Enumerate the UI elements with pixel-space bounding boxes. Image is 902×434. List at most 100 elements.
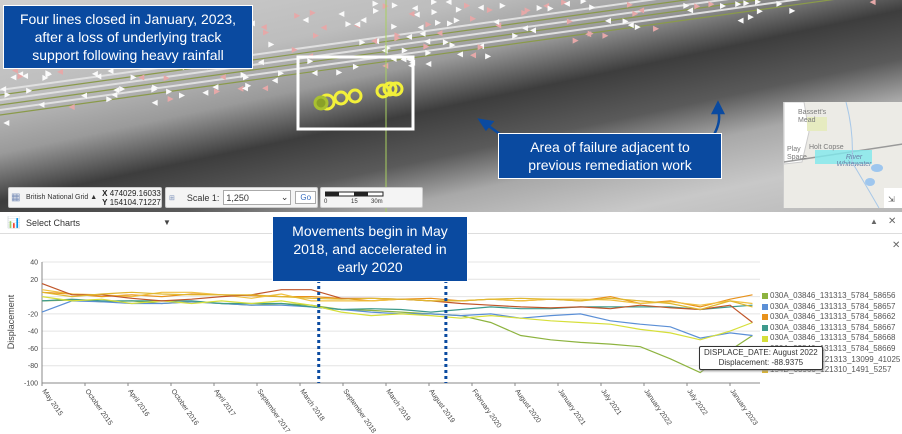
insar-point-marker[interactable] [687,7,694,14]
go-button[interactable]: Go [295,191,317,204]
selected-point[interactable] [347,88,363,104]
insar-point-marker[interactable] [91,70,98,77]
insar-point-marker[interactable] [106,96,113,103]
insar-point-marker[interactable] [352,63,359,70]
legend-item[interactable]: 030A_03846_131313_5784_58657 [762,302,900,313]
insar-point-marker[interactable] [212,84,219,91]
insar-point-marker[interactable] [22,73,29,80]
insar-point-marker[interactable] [302,16,309,23]
insar-point-marker[interactable] [406,33,413,40]
insar-point-marker[interactable] [632,10,639,17]
insar-point-marker[interactable] [45,70,52,77]
insar-point-marker[interactable] [602,32,609,39]
insar-point-marker[interactable] [653,25,660,32]
insar-point-marker[interactable] [411,5,418,12]
legend-item[interactable]: 030A_03846_131313_5784_58667 [762,323,900,334]
insar-point-marker[interactable] [425,49,432,56]
insar-point-marker[interactable] [163,75,170,82]
select-charts-dropdown[interactable]: Select Charts [26,218,81,228]
insar-point-marker[interactable] [237,85,244,92]
insar-point-marker[interactable] [320,24,327,31]
insar-point-marker[interactable] [638,7,645,14]
insar-point-marker[interactable] [589,4,596,11]
insar-point-marker[interactable] [360,17,367,24]
dropdown-arrow-icon[interactable]: ▼ [163,218,171,227]
insar-point-marker[interactable] [214,88,221,95]
insar-point-marker[interactable] [38,101,45,108]
insar-point-marker[interactable] [585,31,592,38]
close-icon[interactable]: ✕ [888,216,897,227]
insar-point-marker[interactable] [529,27,536,34]
insar-point-marker[interactable] [464,2,471,9]
insar-point-marker[interactable] [604,17,611,24]
insar-point-marker[interactable] [336,69,343,76]
insar-point-marker[interactable] [130,74,137,81]
insar-point-marker[interactable] [42,74,49,81]
insar-point-marker[interactable] [453,17,460,24]
insar-point-marker[interactable] [446,20,453,27]
projection-select[interactable]: British National Grid ▲ [26,194,98,201]
insar-point-marker[interactable] [547,5,554,12]
insar-point-marker[interactable] [566,18,573,25]
insar-point-marker[interactable] [57,68,64,75]
insar-point-marker[interactable] [543,2,550,9]
insar-point-marker[interactable] [737,17,744,24]
insar-point-marker[interactable] [262,85,269,92]
insar-point-marker[interactable] [294,12,301,19]
insar-point-marker[interactable] [394,35,401,42]
insar-point-marker[interactable] [431,0,438,5]
insar-point-marker[interactable] [111,91,118,98]
insar-point-marker[interactable] [202,89,209,96]
insar-point-marker[interactable] [735,1,742,8]
insar-point-marker[interactable] [442,39,449,46]
insar-point-marker[interactable] [359,39,366,46]
close-chart-icon[interactable]: ✕ [892,240,901,251]
insar-point-marker[interactable] [345,21,352,28]
insar-point-marker[interactable] [455,6,462,13]
insar-point-marker[interactable] [493,19,500,26]
insar-point-marker[interactable] [580,0,587,5]
insar-point-marker[interactable] [683,2,690,9]
insar-point-marker[interactable] [151,99,158,106]
insar-point-marker[interactable] [167,95,174,102]
insar-point-marker[interactable] [789,7,796,14]
insar-point-marker[interactable] [743,0,750,7]
insar-point-marker[interactable] [469,52,476,59]
insar-point-marker[interactable] [423,43,430,50]
insar-point-marker[interactable] [512,32,519,39]
insar-point-marker[interactable] [381,47,388,54]
insar-point-marker[interactable] [372,7,379,14]
insar-point-marker[interactable] [3,120,10,127]
insar-point-marker[interactable] [4,91,11,98]
insar-point-marker[interactable] [521,9,528,16]
selected-point[interactable] [313,95,329,111]
insar-point-marker[interactable] [271,77,278,84]
selected-point[interactable] [382,81,398,97]
insar-point-marker[interactable] [260,24,267,31]
legend-item[interactable]: 030A_03846_131313_5784_58656 [762,291,900,302]
insar-point-marker[interactable] [536,4,543,11]
insar-point-marker[interactable] [0,86,7,93]
insar-point-marker[interactable] [634,24,641,31]
insar-point-marker[interactable] [113,87,120,94]
insar-point-marker[interactable] [278,70,285,77]
insar-point-marker[interactable] [391,2,398,9]
insar-point-marker[interactable] [382,62,389,69]
insar-point-marker[interactable] [179,92,186,99]
insar-point-marker[interactable] [456,51,463,58]
scale-select[interactable]: 1,250 ⌄ [223,190,292,205]
insar-point-marker[interactable] [10,74,17,81]
insar-point-marker[interactable] [26,87,33,94]
insar-point-marker[interactable] [776,0,783,7]
insar-point-marker[interactable] [138,74,145,81]
insar-point-marker[interactable] [756,8,763,15]
insar-point-marker[interactable] [311,70,318,77]
insar-point-marker[interactable] [486,6,493,13]
insar-point-marker[interactable] [417,24,424,31]
legend-item[interactable]: 030A_03846_131313_5784_58668 [762,333,900,344]
insar-point-marker[interactable] [755,0,762,5]
insar-point-marker[interactable] [152,84,159,91]
insar-point-marker[interactable] [338,10,345,17]
insar-point-marker[interactable] [436,30,443,37]
insar-point-marker[interactable] [449,42,456,49]
